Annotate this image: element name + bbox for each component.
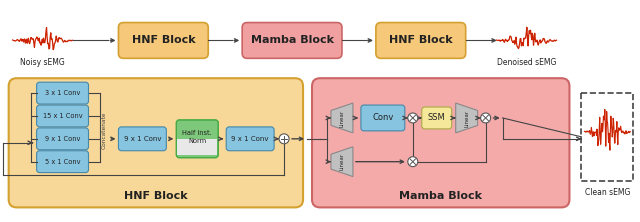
Text: HNF Block: HNF Block — [389, 36, 452, 46]
FancyBboxPatch shape — [36, 128, 88, 150]
FancyBboxPatch shape — [36, 82, 88, 104]
FancyBboxPatch shape — [226, 127, 274, 151]
FancyBboxPatch shape — [118, 127, 166, 151]
Text: Linear: Linear — [464, 109, 469, 127]
Circle shape — [408, 113, 418, 123]
Text: Clean sEMG: Clean sEMG — [585, 188, 630, 197]
Text: Conv: Conv — [372, 113, 394, 123]
Text: HNF Block: HNF Block — [132, 36, 195, 46]
Polygon shape — [456, 103, 477, 133]
FancyBboxPatch shape — [242, 23, 342, 58]
FancyBboxPatch shape — [312, 78, 570, 207]
Polygon shape — [331, 103, 353, 133]
Text: 9 x 1 Conv: 9 x 1 Conv — [232, 136, 269, 142]
Text: 5 x 1 Conv: 5 x 1 Conv — [45, 159, 80, 165]
Text: 15 x 1 Conv: 15 x 1 Conv — [43, 113, 83, 119]
Circle shape — [279, 134, 289, 144]
FancyBboxPatch shape — [9, 78, 303, 207]
Polygon shape — [331, 147, 353, 176]
Text: Denoised sEMG: Denoised sEMG — [497, 58, 556, 67]
Bar — [177, 139, 217, 155]
Text: Noisy sEMG: Noisy sEMG — [20, 58, 65, 67]
Text: Linear: Linear — [339, 109, 344, 127]
Text: Norm: Norm — [188, 138, 206, 144]
FancyBboxPatch shape — [422, 107, 452, 129]
FancyBboxPatch shape — [176, 120, 218, 158]
Text: SSM: SSM — [428, 113, 445, 123]
FancyBboxPatch shape — [36, 151, 88, 173]
Text: 9 x 1 Conv: 9 x 1 Conv — [124, 136, 161, 142]
Text: HNF Block: HNF Block — [124, 191, 187, 201]
FancyBboxPatch shape — [376, 23, 466, 58]
Circle shape — [481, 113, 491, 123]
FancyBboxPatch shape — [36, 105, 88, 127]
Text: 3 x 1 Conv: 3 x 1 Conv — [45, 90, 80, 96]
Text: Linear: Linear — [339, 153, 344, 170]
Text: Mamba Block: Mamba Block — [251, 36, 333, 46]
FancyBboxPatch shape — [361, 105, 405, 131]
Circle shape — [408, 157, 418, 167]
Bar — [581, 93, 634, 180]
Text: Half Inst.: Half Inst. — [182, 130, 212, 136]
Text: 9 x 1 Conv: 9 x 1 Conv — [45, 136, 80, 142]
FancyBboxPatch shape — [118, 23, 208, 58]
Text: Mamba Block: Mamba Block — [399, 191, 482, 201]
Text: Concatenate: Concatenate — [102, 111, 107, 149]
